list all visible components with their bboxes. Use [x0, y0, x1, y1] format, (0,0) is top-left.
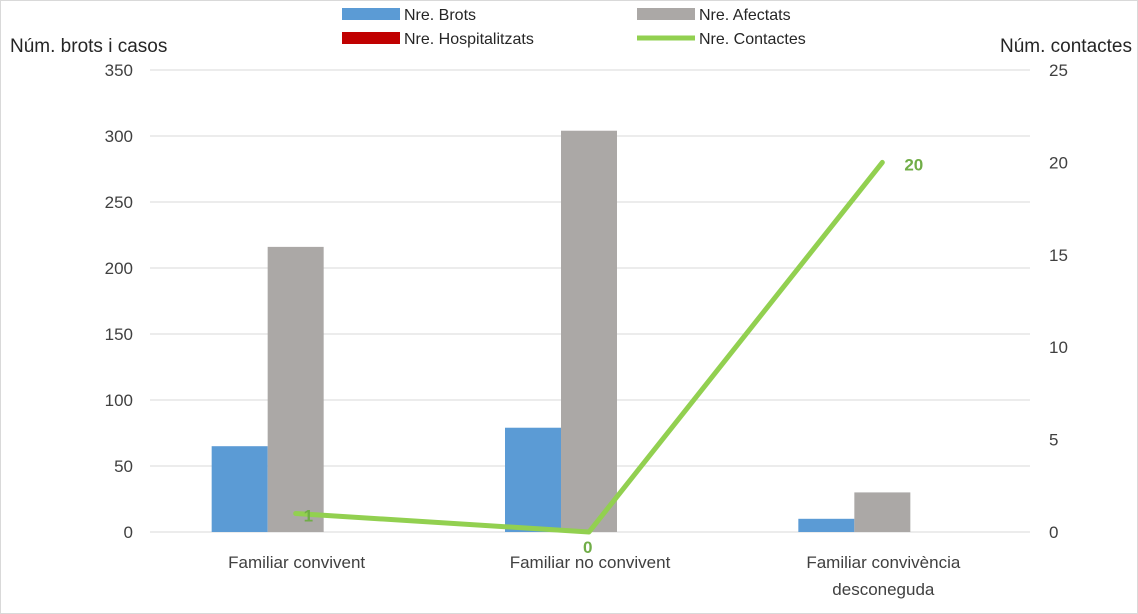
- x-category-label: Familiar no convivent: [510, 553, 671, 572]
- legend-label: Nre. Brots: [404, 7, 476, 24]
- right-tick-label: 25: [1049, 61, 1068, 80]
- contactes-line: [293, 159, 885, 535]
- bar-nre-afectats: [561, 130, 617, 532]
- line-series: 1 0 20: [293, 155, 923, 557]
- bar-nre-brots: [505, 427, 561, 532]
- left-tick-label: 50: [114, 457, 133, 476]
- legend-swatch: [637, 8, 695, 20]
- left-tick-label: 150: [105, 325, 133, 344]
- bar-nre-afectats: [267, 246, 324, 532]
- right-tick-label: 5: [1049, 431, 1058, 450]
- bar-nre-brots: [211, 446, 268, 532]
- left-tick-label: 100: [105, 391, 133, 410]
- legend-item: Nre. Brots: [342, 7, 476, 24]
- bar-nre-brots: [798, 518, 855, 532]
- legend-item: Nre. Hospitalitzats: [342, 31, 534, 48]
- legend-swatch: [342, 8, 400, 20]
- legend: Nre. Brots Nre. Afectats Nre. Hospitalitza…: [342, 7, 806, 48]
- left-tick-label: 350: [105, 61, 133, 80]
- left-tick-label: 200: [105, 259, 133, 278]
- right-axis-ticks: 0 5 10 15 20 25: [1049, 61, 1068, 542]
- contactes-data-label: 0: [583, 538, 592, 557]
- contactes-data-label: 1: [304, 507, 313, 526]
- right-tick-label: 20: [1049, 153, 1068, 172]
- right-tick-label: 15: [1049, 246, 1068, 265]
- legend-label: Nre. Contactes: [699, 31, 806, 48]
- x-axis-ticks: Familiar convivent Familiar no convivent F…: [228, 553, 961, 599]
- bar-series: [211, 130, 911, 532]
- left-tick-label: 300: [105, 127, 133, 146]
- right-axis-title: Núm. contactes: [1000, 36, 1132, 57]
- left-axis-ticks: 0 50 100 150 200 250 300 350: [105, 61, 133, 542]
- left-axis-title: Núm. brots i casos: [10, 36, 167, 57]
- right-tick-label: 10: [1049, 338, 1068, 357]
- left-tick-label: 250: [105, 193, 133, 212]
- legend-swatch: [342, 32, 400, 44]
- left-tick-label: 0: [124, 523, 133, 542]
- contactes-data-label: 20: [904, 155, 923, 174]
- legend-item: Nre. Contactes: [637, 31, 806, 48]
- bar-nre-afectats: [854, 492, 911, 532]
- right-tick-label: 0: [1049, 523, 1058, 542]
- legend-label: Nre. Afectats: [699, 7, 791, 24]
- x-category-label: desconeguda: [832, 580, 935, 599]
- legend-item: Nre. Afectats: [637, 7, 791, 24]
- x-category-label: Familiar convivència: [806, 553, 961, 572]
- x-category-label: Familiar convivent: [228, 553, 365, 572]
- legend-label: Nre. Hospitalitzats: [404, 31, 534, 48]
